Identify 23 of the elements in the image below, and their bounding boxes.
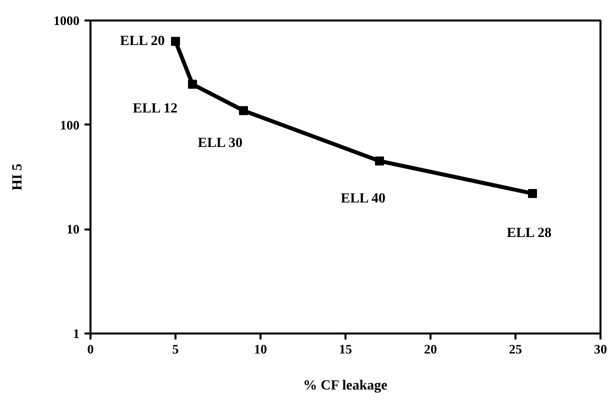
point — [375, 156, 384, 166]
point — [171, 36, 180, 46]
x-tick-label: 5 — [172, 342, 180, 356]
annotation: ELL 30 — [198, 136, 242, 152]
annotation: ELL 20 — [120, 34, 165, 49]
annotation: ELL 12 — [132, 102, 178, 117]
x-tick-label: 30 — [594, 342, 607, 356]
y-axis-title: HI 5 — [10, 164, 26, 190]
point — [239, 106, 248, 116]
x-tick-label: 20 — [424, 342, 437, 356]
y-tick-label: 1 — [73, 326, 80, 341]
y-tick-label: 1000 — [54, 13, 80, 28]
x-tick-label: 10 — [254, 342, 267, 356]
point — [188, 80, 197, 89]
point — [528, 188, 537, 198]
x-tick-label: 15 — [339, 342, 352, 356]
y-tick-label: 100 — [60, 117, 80, 132]
x-tick-label: 25 — [509, 342, 522, 356]
y-tick-label: 10 — [66, 222, 80, 237]
x-tick-label: 0 — [87, 342, 94, 356]
annotation: ELL 40 — [340, 192, 386, 207]
annotation: ELL 28 — [506, 226, 552, 241]
x-axis-title: % CF leakage — [303, 378, 388, 394]
